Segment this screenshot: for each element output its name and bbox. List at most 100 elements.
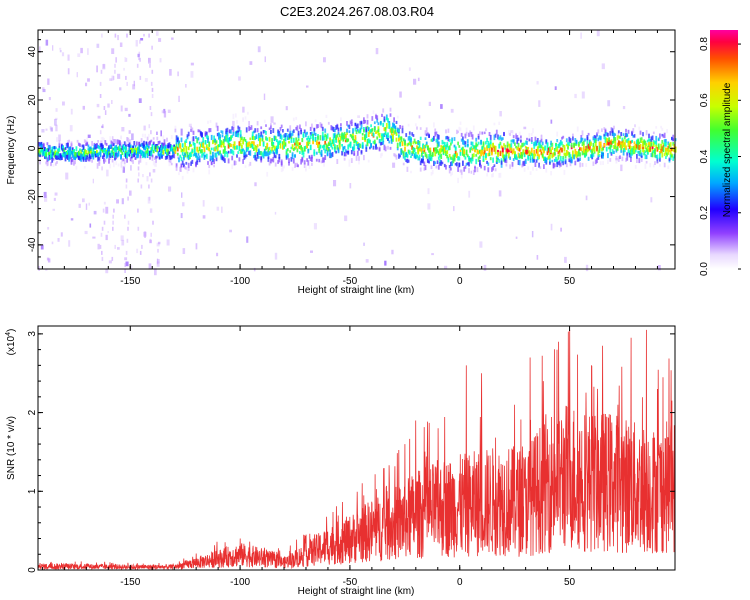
heatmap-cell: [562, 157, 565, 162]
heatmap-cell: [52, 152, 55, 156]
heatmap-cell: [51, 154, 54, 160]
heatmap-cell: [573, 143, 575, 148]
heatmap-cell: [208, 169, 211, 175]
heatmap-cell: [474, 149, 476, 153]
heatmap-cell: [531, 231, 534, 238]
heatmap-cell: [579, 147, 581, 151]
heatmap-cell: [79, 152, 81, 156]
heatmap-cell: [672, 156, 675, 161]
heatmap-cell: [97, 115, 101, 119]
heatmap-cell: [584, 149, 586, 153]
heatmap-cell: [530, 152, 533, 156]
heatmap-cell: [321, 126, 324, 131]
heatmap-cell: [138, 51, 141, 56]
heatmap-cell: [436, 134, 439, 139]
heatmap-cell: [622, 150, 625, 156]
heatmap-cell: [486, 146, 488, 151]
heatmap-cell: [517, 160, 520, 165]
heatmap-cell: [593, 146, 596, 152]
heatmap-cell: [546, 146, 549, 152]
heatmap-cell: [601, 148, 603, 152]
heatmap-cell: [593, 138, 596, 144]
heatmap-cell: [169, 147, 172, 152]
heatmap-cell: [161, 155, 163, 159]
heatmap-cell: [413, 154, 416, 159]
heatmap-cell: [216, 132, 219, 137]
heatmap-cell: [427, 132, 429, 136]
heatmap-cell: [99, 147, 102, 153]
heatmap-cell: [637, 150, 639, 154]
heatmap-cell: [384, 131, 387, 135]
heatmap-cell: [112, 220, 114, 225]
heatmap-cell: [483, 165, 486, 171]
heatmap-cell: [147, 150, 150, 156]
heatmap-cell: [594, 159, 597, 165]
heatmap-cell: [375, 131, 377, 134]
heatmap-cell: [521, 163, 523, 168]
heatmap-cell: [336, 159, 339, 164]
heatmap-cell: [592, 153, 595, 157]
spectrogram-y-label: Frequency (Hz): [6, 116, 17, 185]
heatmap-cell: [167, 143, 170, 149]
heatmap-cell: [260, 155, 263, 161]
snr-scale-suffix: ): [6, 329, 17, 332]
heatmap-cell: [216, 150, 219, 154]
heatmap-cell: [244, 165, 247, 168]
heatmap-cell: [312, 135, 314, 141]
heatmap-cell: [423, 145, 426, 151]
heatmap-cell: [559, 156, 562, 161]
heatmap-cell: [555, 149, 557, 152]
heatmap-cell: [558, 160, 561, 166]
heatmap-cell: [74, 154, 76, 160]
heatmap-cell: [313, 223, 317, 230]
heatmap-cell: [302, 153, 305, 158]
heatmap-cell: [551, 159, 554, 163]
heatmap-cell: [247, 142, 249, 148]
heatmap-cell: [112, 147, 115, 151]
heatmap-cell: [399, 125, 401, 129]
heatmap-cell: [148, 57, 150, 62]
heatmap-cell: [453, 137, 456, 141]
heatmap-cell: [442, 141, 445, 145]
heatmap-cell: [236, 154, 238, 158]
heatmap-cell: [470, 141, 473, 146]
heatmap-cell: [193, 143, 196, 148]
heatmap-cell: [508, 149, 510, 153]
heatmap-cell: [645, 147, 648, 152]
heatmap-cell: [157, 146, 160, 149]
heatmap-cell: [103, 157, 105, 162]
heatmap-cell: [62, 148, 64, 152]
heatmap-cell: [330, 142, 333, 147]
heatmap-cell: [174, 128, 177, 133]
heatmap-cell: [202, 152, 205, 156]
heatmap-cell: [497, 134, 499, 140]
heatmap-cell: [87, 48, 89, 55]
heatmap-cell: [238, 141, 241, 147]
heatmap-cell: [291, 166, 294, 171]
heatmap-cell: [366, 114, 369, 119]
heatmap-cell: [245, 142, 248, 148]
heatmap-cell: [356, 150, 359, 156]
heatmap-cell: [402, 151, 405, 157]
heatmap-cell: [266, 142, 269, 146]
heatmap-cell: [460, 174, 463, 179]
heatmap-cell: [139, 39, 141, 44]
heatmap-cell: [93, 142, 96, 146]
heatmap-cell: [572, 133, 574, 137]
heatmap-cell: [221, 155, 224, 160]
heatmap-cell: [85, 140, 87, 144]
heatmap-cell: [100, 232, 103, 237]
heatmap-cell: [259, 135, 261, 141]
heatmap-cell: [283, 140, 285, 146]
heatmap-cell: [243, 151, 246, 156]
heatmap-cell: [424, 137, 427, 140]
heatmap-cell: [661, 146, 664, 152]
heatmap-cell: [471, 147, 474, 151]
heatmap-cell: [656, 147, 659, 152]
heatmap-cell: [417, 156, 420, 161]
heatmap-cell: [229, 229, 232, 233]
heatmap-cell: [265, 131, 267, 135]
heatmap-cell: [632, 149, 635, 155]
heatmap-cell: [586, 148, 589, 153]
heatmap-cell: [279, 133, 282, 138]
